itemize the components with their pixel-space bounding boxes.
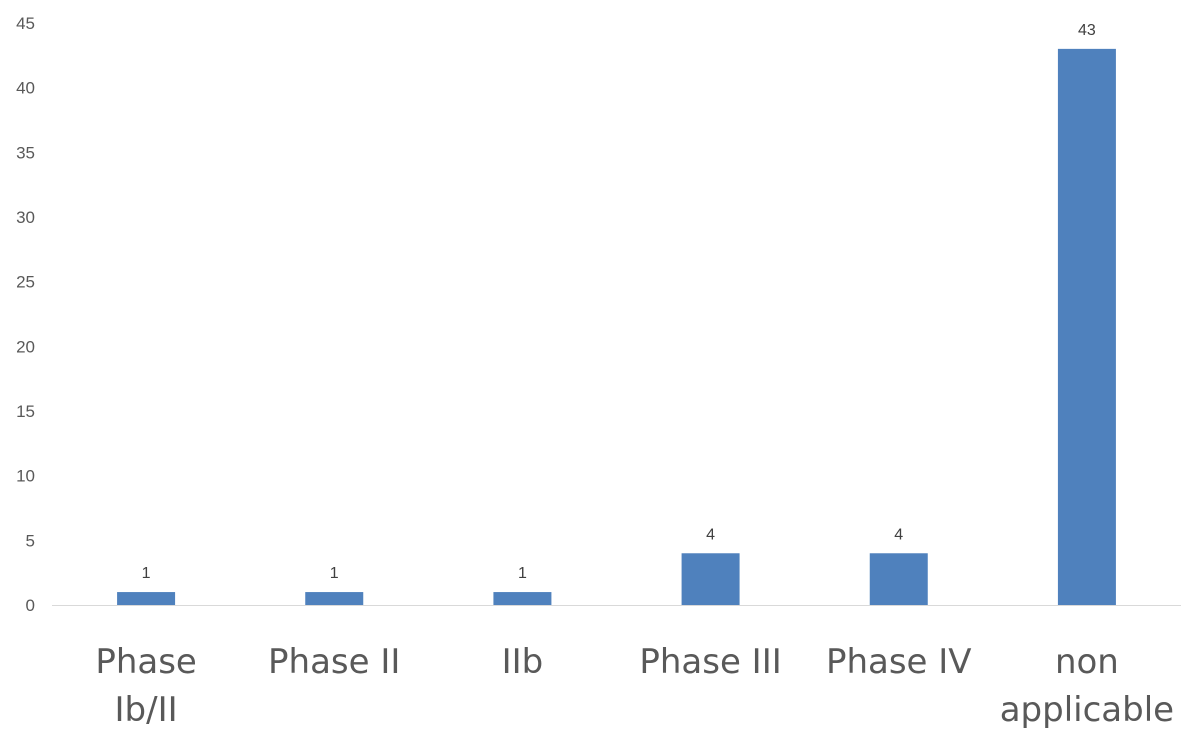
- y-tick-label: 10: [16, 467, 35, 486]
- y-tick-label: 25: [16, 273, 35, 292]
- bar: [493, 592, 552, 605]
- data-label: 1: [330, 565, 339, 582]
- y-tick-label: 20: [16, 337, 35, 356]
- x-category-label: non applicable: [1000, 642, 1174, 730]
- data-label: 1: [518, 565, 527, 582]
- bar-series: [117, 48, 1116, 606]
- x-category-label: Phase III: [639, 642, 781, 682]
- data-labels: 1 1 1 4 4 43: [142, 22, 1096, 582]
- bar: [117, 592, 176, 605]
- data-label: 4: [894, 526, 903, 543]
- category-labels: Phase Ib/II Phase II IIb Phase III Phase IV no…: [95, 642, 1174, 730]
- y-tick-label: 0: [26, 596, 35, 615]
- y-tick-label: 30: [16, 208, 35, 227]
- data-label: 1: [142, 565, 151, 582]
- x-category-label: Phase IV: [826, 642, 972, 682]
- y-tick-label: 40: [16, 79, 35, 98]
- data-label: 43: [1078, 22, 1096, 39]
- y-tick-label: 15: [16, 402, 35, 421]
- y-tick-label: 5: [26, 531, 35, 550]
- bar: [305, 592, 364, 605]
- x-category-label: IIb: [502, 642, 544, 682]
- y-tick-label: 35: [16, 143, 35, 162]
- data-label: 4: [706, 526, 715, 543]
- x-category-label: Phase Ib/II: [95, 642, 197, 730]
- bar: [869, 553, 928, 605]
- y-tick-label: 45: [16, 14, 35, 33]
- bar: [681, 553, 740, 605]
- bar: [1057, 48, 1116, 606]
- x-category-label: Phase II: [268, 642, 400, 682]
- y-axis-ticks: 0 5 10 15 20 25 30 35 40 45: [16, 14, 35, 615]
